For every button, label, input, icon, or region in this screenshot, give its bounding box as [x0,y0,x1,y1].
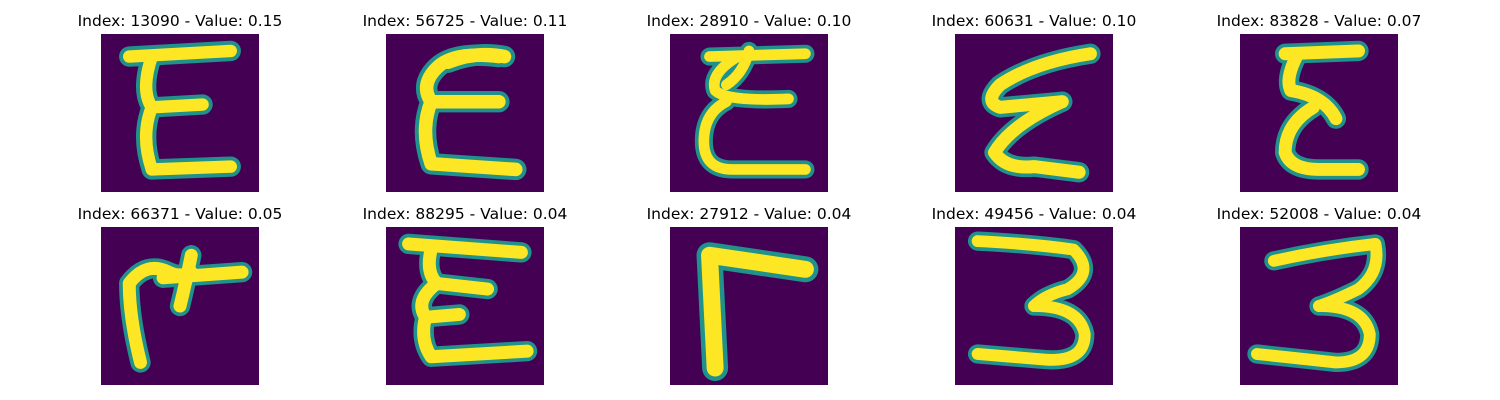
digit-image [955,227,1113,385]
digit-image [101,34,259,192]
tile-title: Index: 27912 - Value: 0.04 [646,205,852,223]
digit-image [386,227,544,385]
tile-title: Index: 52008 - Value: 0.04 [1216,205,1422,223]
tile-title: Index: 49456 - Value: 0.04 [931,205,1137,223]
digit-image [670,34,828,192]
tile-title: Index: 56725 - Value: 0.11 [362,12,568,30]
tile-title: Index: 28910 - Value: 0.10 [646,12,852,30]
digit-image [955,34,1113,192]
tile-title: Index: 60631 - Value: 0.10 [931,12,1137,30]
digit-image [386,34,544,192]
tile-title: Index: 66371 - Value: 0.05 [77,205,283,223]
digit-image [101,227,259,385]
digit-image [1240,34,1398,192]
tile-title: Index: 83828 - Value: 0.07 [1216,12,1422,30]
tile-title: Index: 88295 - Value: 0.04 [362,205,568,223]
digit-image [670,227,828,385]
digit-image [1240,227,1398,385]
tile-title: Index: 13090 - Value: 0.15 [77,12,283,30]
